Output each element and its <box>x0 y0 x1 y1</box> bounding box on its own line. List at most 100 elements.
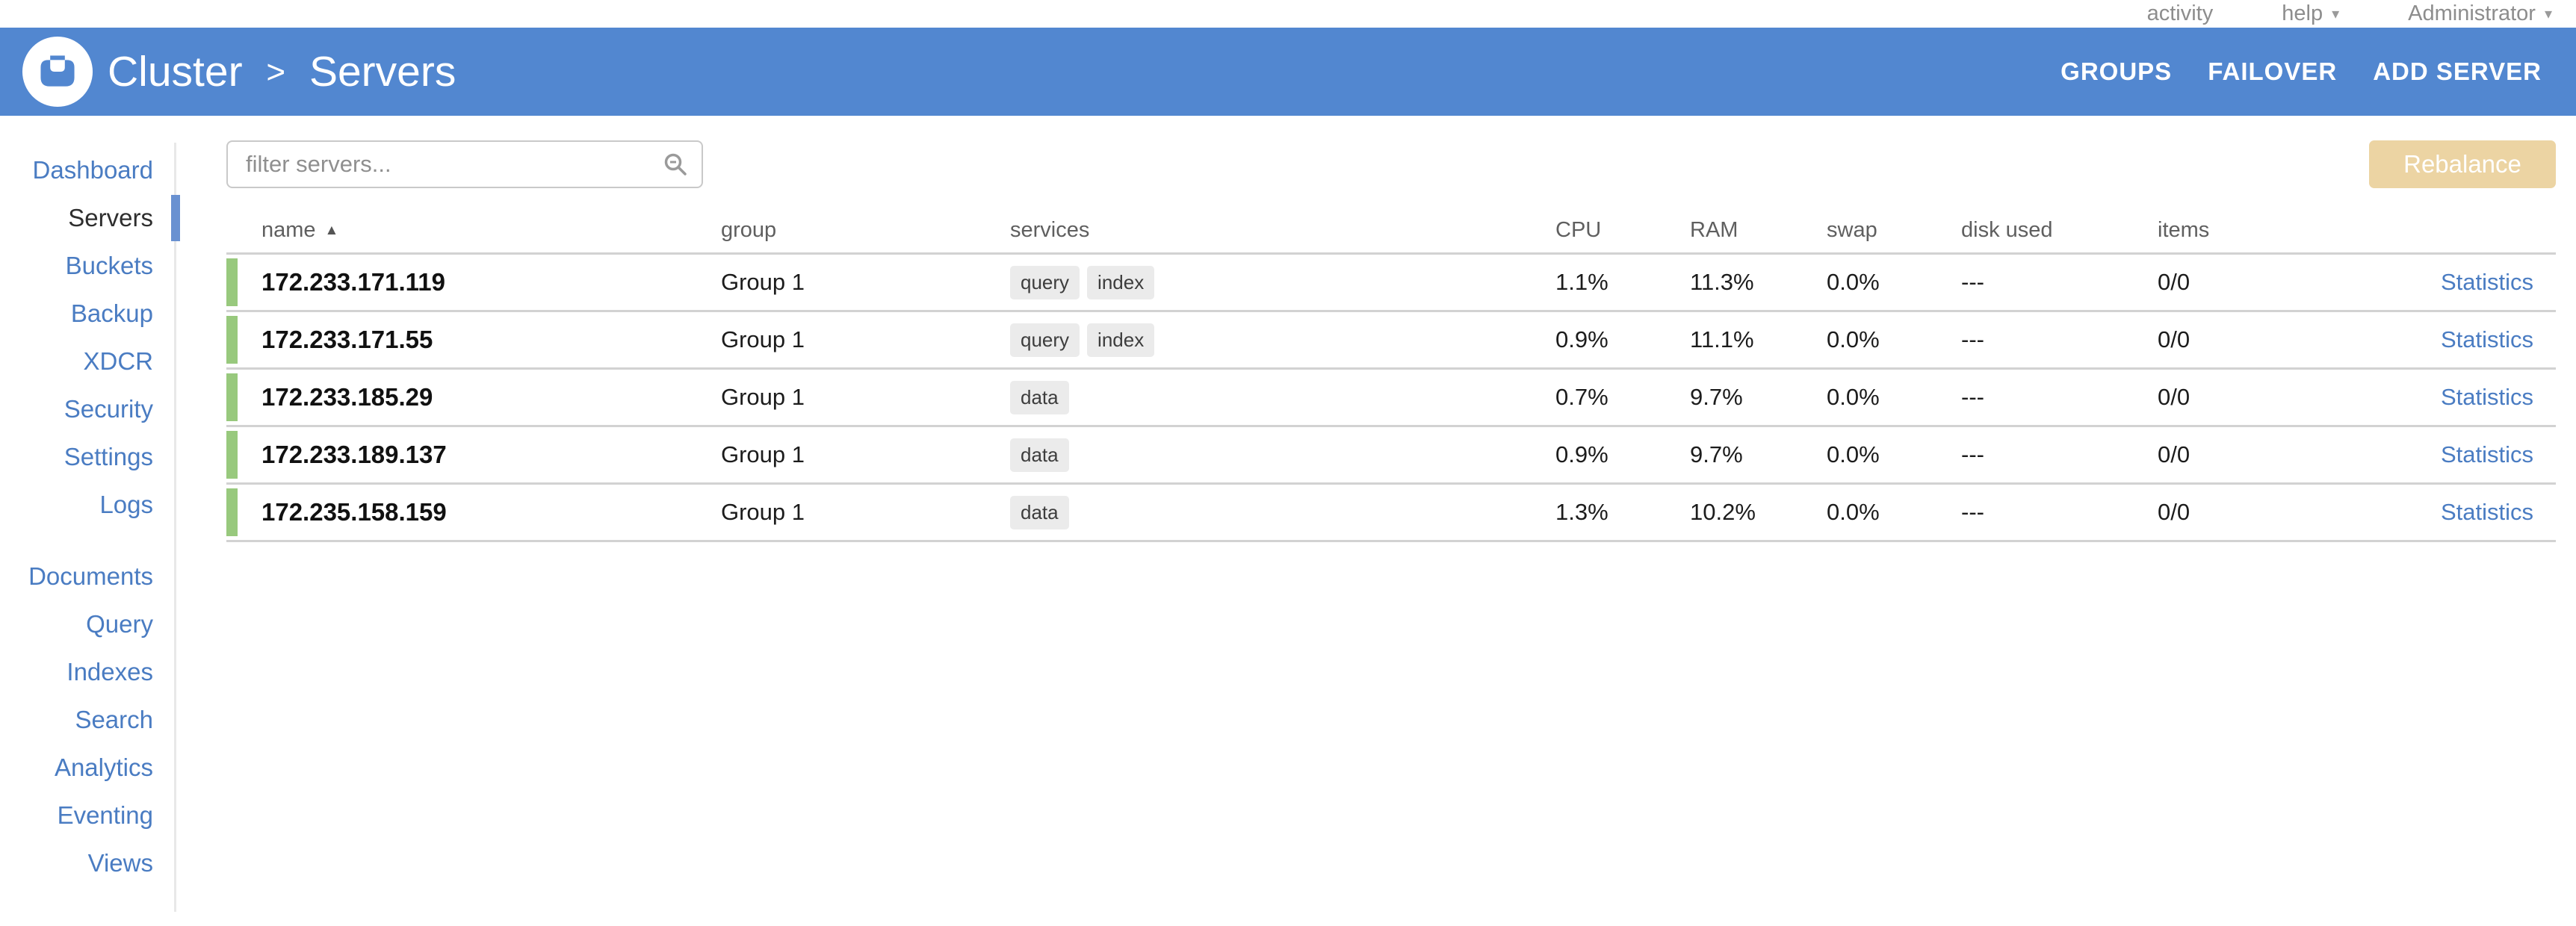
statistics-link[interactable]: Statistics <box>2440 326 2533 352</box>
topbar-link-help[interactable]: help ▾ <box>2282 1 2339 26</box>
server-items: 0/0 <box>2158 384 2190 410</box>
table-row[interactable]: 172.233.189.137 Group 1 data 0.9% 9.7% 0… <box>226 427 2556 485</box>
server-ram: 11.3% <box>1690 269 1754 295</box>
sidebar-item-query[interactable]: Query <box>86 610 153 638</box>
sidebar-item-buckets[interactable]: Buckets <box>65 252 153 279</box>
rebalance-button[interactable]: Rebalance <box>2369 140 2556 188</box>
server-items: 0/0 <box>2158 269 2190 295</box>
sidebar-item-backup[interactable]: Backup <box>70 299 153 327</box>
server-name: 172.235.158.159 <box>261 498 447 526</box>
column-header-disk-used: disk used <box>1961 217 2053 242</box>
statistics-link[interactable]: Statistics <box>2440 441 2533 467</box>
sidebar-item-dashboard[interactable]: Dashboard <box>32 156 153 184</box>
column-header-group: group <box>721 217 777 242</box>
topbar-link-label: activity <box>2146 1 2214 25</box>
sidebar-item-logs[interactable]: Logs <box>99 491 153 518</box>
column-header-items: items <box>2158 217 2210 242</box>
sidebar-item-servers[interactable]: Servers <box>0 194 180 242</box>
server-items: 0/0 <box>2158 326 2190 352</box>
breadcrumb-current: Servers <box>309 48 456 96</box>
statistics-link[interactable]: Statistics <box>2440 384 2533 410</box>
server-disk-used: --- <box>1961 384 1984 410</box>
caret-down-icon: ▾ <box>2544 5 2552 22</box>
server-cpu: 0.9% <box>1555 326 1609 352</box>
server-health-indicator <box>226 431 238 479</box>
header-action-groups[interactable]: GROUPS <box>2061 58 2173 85</box>
server-ram: 9.7% <box>1690 441 1743 467</box>
service-badge-data: data <box>1010 495 1069 529</box>
service-badge-query: query <box>1010 265 1080 299</box>
filter-servers-input[interactable] <box>226 140 703 188</box>
sidebar-item-security[interactable]: Security <box>64 395 153 423</box>
sidebar-item-documents[interactable]: Documents <box>28 562 153 590</box>
server-ram: 10.2% <box>1690 499 1756 525</box>
sidebar-item-xdcr[interactable]: XDCR <box>83 347 153 375</box>
topbar-links: activity help ▾ Administrator ▾ <box>2147 1 2552 26</box>
header-action-failover[interactable]: FAILOVER <box>2208 58 2338 85</box>
topbar-link-label: Administrator <box>2408 1 2536 25</box>
sidebar-item-analytics[interactable]: Analytics <box>54 753 153 781</box>
server-health-indicator <box>226 373 238 421</box>
topbar-link-administrator[interactable]: Administrator ▾ <box>2408 1 2552 26</box>
server-swap: 0.0% <box>1827 269 1880 295</box>
column-header-cpu: CPU <box>1555 217 1602 242</box>
server-disk-used: --- <box>1961 326 1984 352</box>
server-swap: 0.0% <box>1827 326 1880 352</box>
table-row[interactable]: 172.233.171.119 Group 1 query index 1.1% … <box>226 255 2556 312</box>
server-list: 172.233.171.119 Group 1 query index 1.1% … <box>226 252 2556 542</box>
sidebar-item-settings[interactable]: Settings <box>64 443 153 470</box>
content-shell: Dashboard Servers Buckets Backup XDCR Securit… <box>0 116 2576 926</box>
server-health-cell <box>226 258 261 306</box>
server-swap: 0.0% <box>1827 384 1880 410</box>
server-services: query index <box>1010 265 1555 299</box>
service-badge-query: query <box>1010 323 1080 357</box>
sort-ascending-icon: ▲ <box>324 222 339 238</box>
server-health-indicator <box>226 316 238 364</box>
server-name: 172.233.171.55 <box>261 326 433 353</box>
server-ram: 11.1% <box>1690 326 1754 352</box>
server-name: 172.233.189.137 <box>261 441 447 468</box>
column-header-name[interactable]: name ▲ <box>261 217 339 242</box>
server-services: data <box>1010 438 1555 472</box>
table-row[interactable]: 172.233.171.55 Group 1 query index 0.9% 1… <box>226 312 2556 370</box>
server-swap: 0.0% <box>1827 441 1880 467</box>
sidebar: Dashboard Servers Buckets Backup XDCR Securit… <box>0 143 180 912</box>
column-header-services: services <box>1010 217 1090 242</box>
server-group: Group 1 <box>721 326 805 352</box>
server-disk-used: --- <box>1961 499 1984 525</box>
server-cpu: 0.9% <box>1555 441 1609 467</box>
sidebar-item-views[interactable]: Views <box>87 849 153 877</box>
app-header: Cluster > Servers GROUPS FAILOVER ADD SERV… <box>0 28 2576 116</box>
sidebar-item-search[interactable]: Search <box>75 706 153 733</box>
breadcrumb-separator-icon: > <box>266 54 286 90</box>
statistics-link[interactable]: Statistics <box>2440 499 2533 525</box>
sidebar-group-cluster: Dashboard Servers Buckets Backup XDCR Securit… <box>0 146 180 529</box>
server-disk-used: --- <box>1961 441 1984 467</box>
column-header-ram: RAM <box>1690 217 1739 242</box>
service-badge-data: data <box>1010 438 1069 472</box>
server-health-cell <box>226 488 261 536</box>
server-health-cell <box>226 373 261 421</box>
server-group: Group 1 <box>721 269 805 295</box>
filter-wrap <box>226 140 703 188</box>
topbar-link-activity[interactable]: activity <box>2147 1 2214 26</box>
statistics-link[interactable]: Statistics <box>2440 269 2533 295</box>
server-services: data <box>1010 495 1555 529</box>
servers-toolbar: Rebalance <box>226 140 2556 188</box>
table-row[interactable]: 172.233.185.29 Group 1 data 0.7% 9.7% 0.… <box>226 370 2556 427</box>
sidebar-item-eventing[interactable]: Eventing <box>57 801 153 829</box>
server-health-cell <box>226 316 261 364</box>
header-action-add-server[interactable]: ADD SERVER <box>2373 58 2542 85</box>
column-header-swap: swap <box>1827 217 1877 242</box>
sidebar-group-data: Documents Query Indexes Search Analytics Even… <box>0 553 174 887</box>
server-cpu: 1.3% <box>1555 499 1609 525</box>
server-name: 172.233.171.119 <box>261 268 445 296</box>
table-row[interactable]: 172.235.158.159 Group 1 data 1.3% 10.2% … <box>226 485 2556 542</box>
sidebar-item-indexes[interactable]: Indexes <box>66 658 153 686</box>
header-actions: GROUPS FAILOVER ADD SERVER <box>2061 58 2576 86</box>
server-health-cell <box>226 431 261 479</box>
search-icon <box>664 153 687 175</box>
server-cpu: 1.1% <box>1555 269 1609 295</box>
service-badge-index: index <box>1087 323 1155 357</box>
breadcrumb: Cluster > Servers <box>108 47 456 96</box>
